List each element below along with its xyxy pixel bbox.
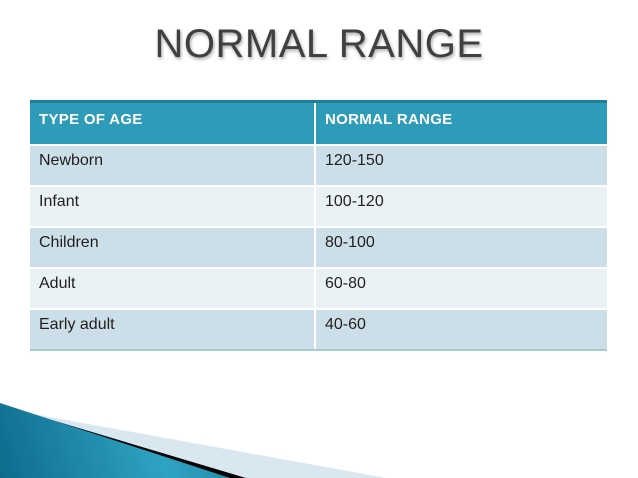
cell-age: Children (30, 226, 316, 267)
slide-title: NORMAL RANGE (154, 22, 484, 66)
cell-range: 80-100 (316, 226, 607, 267)
table-row: Newborn 120-150 (30, 144, 607, 185)
cell-range: 60-80 (316, 267, 607, 308)
cell-age: Newborn (30, 144, 316, 185)
cell-range: 40-60 (316, 308, 607, 349)
cell-range: 100-120 (316, 185, 607, 226)
cell-range: 120-150 (316, 144, 607, 185)
table-row: Children 80-100 (30, 226, 607, 267)
table-header-row: TYPE OF AGE NORMAL RANGE (30, 103, 607, 144)
table-row: Adult 60-80 (30, 267, 607, 308)
pale-wedge-shape (0, 408, 386, 478)
teal-wedge-shape (0, 403, 230, 478)
age-range-table: TYPE OF AGE NORMAL RANGE Newborn 120-150… (30, 103, 607, 349)
cell-age: Infant (30, 185, 316, 226)
cell-age: Adult (30, 267, 316, 308)
header-cell-type-of-age: TYPE OF AGE (30, 103, 316, 144)
black-stripe-shape (0, 404, 246, 478)
normal-range-table: TYPE OF AGE NORMAL RANGE Newborn 120-150… (30, 100, 607, 351)
table-row: Early adult 40-60 (30, 308, 607, 349)
header-cell-normal-range: NORMAL RANGE (316, 103, 607, 144)
cell-age: Early adult (30, 308, 316, 349)
table-row: Infant 100-120 (30, 185, 607, 226)
